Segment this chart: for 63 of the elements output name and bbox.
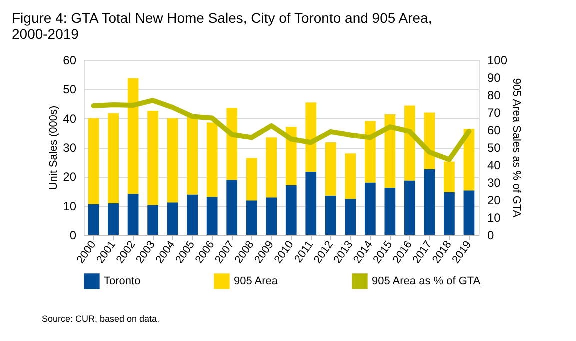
- bar: [167, 202, 178, 235]
- bar: [286, 185, 297, 235]
- bar: [266, 138, 278, 198]
- y2-tick-label: 100: [488, 54, 508, 68]
- bar: [384, 188, 396, 235]
- bar: [128, 78, 139, 194]
- bar: [286, 127, 297, 186]
- bar: [148, 111, 158, 206]
- bar: [464, 190, 475, 235]
- bar: [306, 102, 317, 172]
- y2-axis-title: 905 Area Sales as % of GTA: [510, 78, 523, 218]
- y-tick-label: 10: [63, 199, 77, 214]
- bar: [226, 108, 238, 180]
- y2-tick-label: 10: [488, 211, 502, 225]
- bar: [206, 122, 218, 198]
- bar: [167, 118, 178, 203]
- bar: [246, 200, 258, 235]
- y2-tick-label: 60: [488, 124, 502, 138]
- y-tick-label: 0: [70, 228, 77, 242]
- y2-tick-label: 0: [488, 228, 494, 242]
- bar: [345, 154, 356, 200]
- bar: [364, 121, 376, 183]
- legend-label: 905 Area as % of GTA: [372, 275, 482, 288]
- bar: [384, 114, 396, 188]
- y-axis-title: Unit Sales (000s): [48, 106, 60, 190]
- bar: [187, 114, 198, 195]
- bar: [364, 182, 376, 235]
- legend-label: Toronto: [104, 275, 141, 288]
- y2-tick-label: 30: [488, 176, 502, 190]
- bar: [444, 192, 455, 235]
- bar: [306, 172, 317, 235]
- bar: [404, 106, 416, 181]
- y-tick-label: 60: [63, 54, 77, 68]
- bar: [266, 198, 278, 235]
- bar: [206, 197, 218, 235]
- y2-tick-label: 50: [488, 141, 502, 155]
- legend-label: 905 Area: [234, 275, 279, 288]
- y-tick-label: 50: [63, 82, 77, 97]
- bar: [325, 196, 336, 235]
- y-tick-label: 40: [63, 112, 77, 126]
- chart-title: Figure 4: GTA Total New Home Sales, City of Toronto and 905 Area, 2000-2019: [12, 10, 432, 42]
- y-tick-label: 20: [63, 170, 77, 184]
- y2-tick-label: 70: [488, 106, 502, 120]
- bar: [148, 205, 158, 235]
- bar: [108, 113, 119, 204]
- bar: [246, 158, 258, 201]
- y-tick-label: 30: [63, 141, 77, 155]
- bar: [88, 118, 100, 204]
- bar: [325, 142, 336, 196]
- y2-tick-label: 90: [488, 71, 502, 85]
- bar: [404, 180, 416, 235]
- bar: [444, 162, 455, 192]
- y2-tick-label: 40: [488, 158, 502, 172]
- bar: [108, 204, 119, 235]
- bar: [187, 194, 198, 235]
- bar: [424, 169, 436, 235]
- bar: [88, 204, 100, 235]
- source-note: Source: CUR, based on data.: [42, 314, 160, 324]
- y2-tick-label: 20: [488, 194, 502, 208]
- y2-tick-label: 80: [488, 88, 502, 102]
- bar: [226, 180, 238, 235]
- bar: [128, 194, 139, 235]
- bar: [345, 199, 356, 235]
